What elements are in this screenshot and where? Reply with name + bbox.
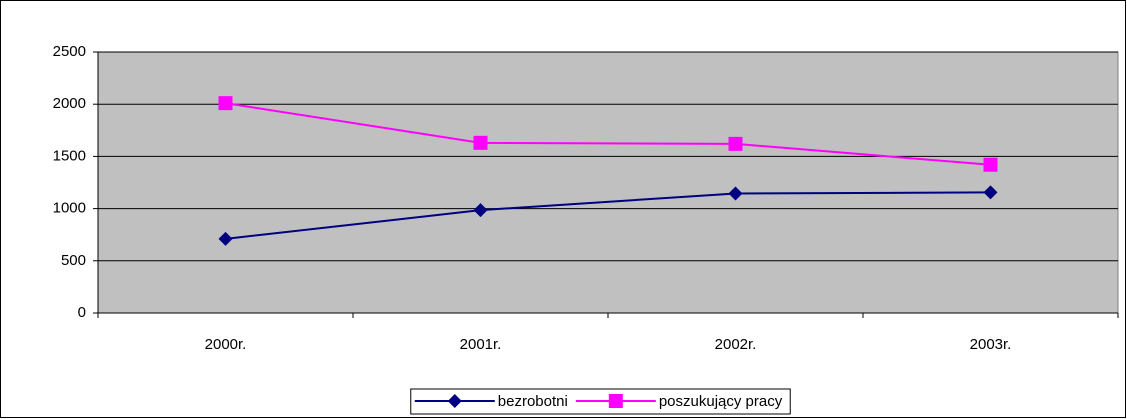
marker [608,394,623,408]
marker [473,203,488,218]
series-line [225,191,991,240]
marker [728,136,743,151]
marker [218,231,233,246]
x-tick-label: 2000r. [205,336,247,353]
marker [983,157,998,172]
x-tick-label: 2002r. [715,336,757,353]
plot-area [97,51,1119,314]
marker [473,135,488,150]
marker [447,394,462,408]
series-line [225,102,991,166]
marker [218,96,233,111]
legend-label: poszukujący pracy [659,393,783,410]
legend-label: bezrobotni [498,393,568,410]
marker [728,186,743,201]
y-tick-label: 1500 [53,147,86,164]
y-tick-label: 1000 [53,200,86,217]
y-tick-label: 500 [61,252,86,269]
y-tick-label: 2000 [53,95,86,112]
marker [983,185,998,200]
y-tick-label: 2500 [53,43,86,60]
y-tick-label: 0 [78,304,86,321]
x-tick-label: 2001r. [460,336,502,353]
x-tick-label: 2003r. [970,336,1012,353]
